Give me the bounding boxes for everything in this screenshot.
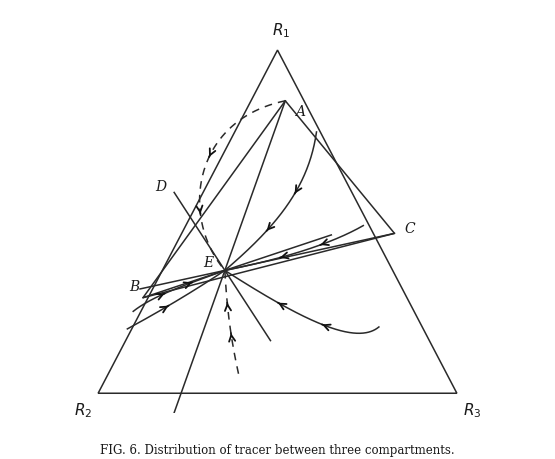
Text: $R_3$: $R_3$ — [463, 401, 481, 420]
Text: E: E — [203, 256, 213, 269]
Text: $R_2$: $R_2$ — [74, 401, 92, 420]
Text: B: B — [129, 280, 139, 294]
Text: D: D — [155, 179, 166, 194]
Text: A: A — [295, 105, 305, 119]
Text: $R_1$: $R_1$ — [273, 22, 291, 40]
Text: C: C — [404, 223, 415, 236]
Text: FIG. 6. Distribution of tracer between three compartments.: FIG. 6. Distribution of tracer between t… — [100, 444, 455, 457]
